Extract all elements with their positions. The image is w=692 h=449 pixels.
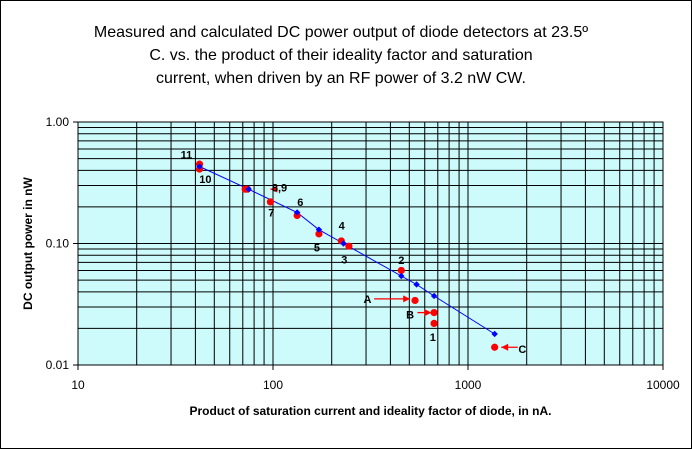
x-tick-label: 10000	[646, 378, 680, 392]
arrow-head	[501, 343, 509, 351]
y-tick-label: 0.10	[46, 237, 70, 251]
data-markers	[195, 160, 499, 351]
measured-point	[266, 198, 275, 206]
calculated-point	[293, 209, 301, 216]
calculated-point	[430, 292, 438, 300]
measured-point	[411, 296, 419, 305]
point-annotation: 7	[268, 207, 274, 219]
measured-point	[491, 343, 499, 351]
calculated-point	[196, 163, 203, 170]
point-annotation: B	[406, 310, 414, 322]
point-annotation: 6	[297, 197, 303, 209]
calculated-point	[340, 240, 347, 247]
grid	[78, 122, 663, 365]
y-axis-label: DC output power in nW	[21, 177, 35, 310]
measured-point	[430, 308, 438, 317]
y-tick-label: 0.01	[46, 358, 70, 372]
measured-point	[430, 319, 438, 327]
x-tick-label: 1000	[455, 378, 482, 392]
x-axis-label: Product of saturation current and ideali…	[189, 404, 551, 418]
measured-point	[315, 230, 323, 238]
annotation-arrows	[270, 185, 518, 351]
calculated-point	[245, 185, 252, 193]
point-annotation: 1	[430, 332, 436, 344]
point-annotation: 8,9	[272, 182, 287, 194]
point-annotation: 10	[199, 174, 211, 186]
chart-title: Measured and calculated DC power output …	[93, 24, 589, 87]
point-annotation: C	[518, 344, 526, 356]
arrow-head	[424, 309, 432, 317]
arrow-head	[270, 185, 278, 193]
x-tick-label: 10	[71, 378, 85, 392]
arrow-head	[403, 295, 411, 303]
x-tick-label: 100	[263, 378, 283, 392]
point-annotation: 3	[341, 254, 347, 266]
point-annotation: 2	[398, 255, 404, 267]
calculated-point	[413, 281, 420, 288]
calculated-point	[398, 272, 405, 280]
point-annotation: 4	[339, 221, 346, 233]
point-annotations: 11 10 8,9 7 6 5 4 3 2 A B 1 C	[181, 150, 527, 357]
measured-point	[397, 266, 405, 275]
point-annotation: A	[363, 294, 371, 306]
axis-ticks: 10 100 1000 10000 1.00 0.10 0.01	[46, 115, 680, 392]
calculated-point	[491, 330, 498, 338]
point-annotation: 5	[314, 242, 320, 254]
calculated-point	[315, 226, 323, 233]
measured-point	[345, 242, 353, 250]
y-tick-label: 1.00	[46, 115, 70, 129]
point-annotation: 11	[181, 150, 193, 162]
